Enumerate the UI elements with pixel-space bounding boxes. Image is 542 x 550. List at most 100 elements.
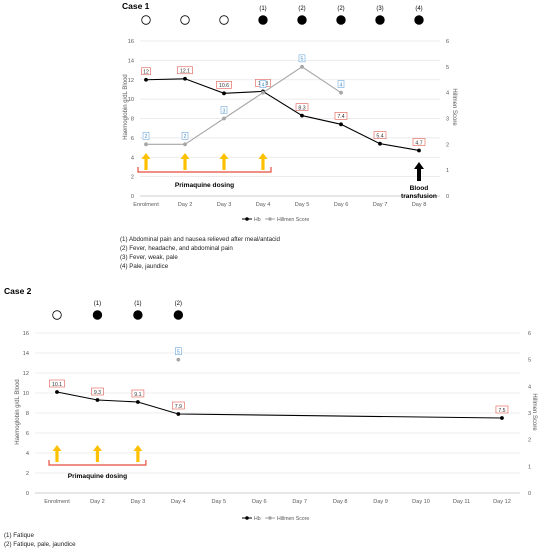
hb-data-label: 10.6 (219, 83, 229, 89)
y-tick-label: 4 (26, 451, 29, 457)
case-1-note-2: (2) Fever, headache, and abdominal pain (120, 245, 233, 252)
hb-line (56, 391, 502, 419)
hillmen-data-label: 4 (340, 82, 343, 88)
legend-hb-label: Hb (254, 217, 261, 223)
y-tick-label: 4 (131, 155, 134, 161)
hillmen-score-point (339, 90, 343, 95)
hb-data-label-box (177, 66, 193, 75)
hillmen-data-label-box (220, 106, 228, 114)
symptom-filled-circle (336, 15, 346, 25)
hillmen-data-label: 2 (184, 134, 187, 140)
dosing-arrow-icon (180, 153, 190, 170)
case-1-note-1: (1) Abdominal pain and nausea relieved a… (120, 236, 281, 243)
legend-hb-label: Hb (254, 516, 261, 522)
hillmen-data-label-box (142, 132, 150, 140)
dosing-arrow-icon (92, 445, 102, 462)
case-2-dosing-bracket (48, 460, 147, 466)
case-1-x-axis-ticks: Enrolment Day 2 Day 3 Day 4 Day 5 Day 6 Day 7 D… (133, 202, 426, 208)
case-1-y-axis-title: Haemoglobin g/dL Blood (123, 74, 129, 140)
x-tick-label: Day 8 (333, 499, 348, 505)
hillmen-score-line (146, 66, 342, 145)
case-1-y2-axis-title: Hillmen Score (451, 88, 457, 126)
transfusion-label-line-1: Blood (410, 185, 429, 192)
symptom-number: (2) (298, 6, 305, 12)
hb-data-label-box (49, 379, 65, 388)
y2-tick-label: 3 (446, 117, 449, 123)
case-1-data-points (144, 64, 421, 153)
hb-point (300, 113, 304, 118)
y2-tick-label: 5 (446, 65, 449, 71)
hillmen-score-point (261, 90, 265, 95)
y2-tick-label: 4 (528, 384, 531, 390)
y2-tick-label: 0 (528, 491, 531, 497)
hb-data-label-box (373, 131, 387, 139)
hillmen-data-label: 5 (301, 57, 304, 63)
case-1-note-3: (3) Fever, weak, pale (120, 254, 178, 261)
y-tick-label: 2 (131, 175, 134, 181)
hb-data-label-box (141, 67, 151, 76)
case-2-x-axis-ticks: Enrolment Day 2 Day 3 Day 4 Day 5 Day 6 Day 7 D… (44, 499, 511, 505)
y-tick-label: 10 (23, 391, 29, 397)
y-tick-label: 16 (23, 331, 29, 337)
transfusion-arrow-icon (414, 162, 424, 181)
x-tick-label: Enrolment (133, 202, 159, 208)
symptom-filled-circle (375, 15, 385, 25)
x-tick-label: Day 11 (453, 499, 470, 505)
case-2-dosing-arrows (52, 445, 143, 462)
case-2-title: Case 2 (4, 286, 32, 296)
case-2-legend: Hb Hillmen Score (242, 516, 309, 522)
hillmen-data-label: 3 (223, 108, 226, 114)
y-tick-label: 16 (128, 39, 134, 45)
y2-tick-label: 5 (528, 358, 531, 364)
hillmen-score-point (300, 64, 304, 69)
hb-data-label: 9.1 (134, 392, 141, 398)
y-tick-label: 0 (131, 194, 134, 200)
dosing-arrow-icon (258, 153, 268, 170)
case-2-data-labels: 10.1 9.3 9.1 7.9 7.5 5 (49, 347, 509, 414)
hb-data-label-box (91, 387, 104, 396)
symptom-number: (4) (415, 6, 422, 12)
case-1-symptom-markers: (1) (2) (2) (3) (4) (141, 6, 424, 25)
hb-point (136, 400, 140, 404)
case-2-dosing-label: Primaquine dosing (68, 473, 127, 480)
case-1-dosing-arrows (141, 153, 268, 170)
hb-data-label: 7.5 (498, 408, 505, 414)
hillmen-score-point (183, 142, 187, 147)
dosing-arrow-icon (219, 153, 229, 170)
dosing-arrow-icon (52, 445, 62, 462)
case-1-notes: (1) Abdominal pain and nausea relieved a… (120, 236, 281, 270)
hillmen-data-label-box (175, 347, 182, 355)
legend-hb-marker (245, 217, 249, 221)
x-tick-label: Day 5 (211, 499, 226, 505)
case-1-right-axis-ticks: 0 1 2 3 4 5 6 (446, 39, 449, 200)
hillmen-score-point (222, 116, 226, 121)
x-tick-label: Day 2 (178, 202, 193, 208)
y2-tick-label: 1 (528, 464, 531, 470)
symptom-number: (1) (259, 6, 266, 12)
x-tick-label: Day 4 (171, 499, 186, 505)
x-tick-label: Day 4 (256, 202, 271, 208)
hb-point (95, 398, 100, 402)
legend-hs-marker (268, 516, 272, 520)
hb-data-label-box (334, 112, 348, 120)
y-tick-label: 14 (128, 58, 134, 64)
case-2-note-2: (2) Fatique, pale, jaundice (4, 541, 76, 548)
y2-tick-label: 3 (528, 411, 531, 417)
case-2-y-axis-title: Haemoglobin g/dL Blood (15, 379, 21, 445)
hb-point (176, 412, 181, 416)
y2-tick-label: 6 (528, 331, 531, 337)
legend-hs-label: Hillmen Score (277, 217, 309, 223)
y-tick-label: 2 (26, 471, 29, 477)
y-tick-label: 8 (131, 117, 134, 123)
hb-point (222, 91, 226, 96)
x-tick-label: Day 8 (412, 202, 427, 208)
case-1-note-4: (4) Pale, jaundice (120, 263, 169, 270)
symptom-open-circle (141, 15, 151, 25)
hb-point (55, 390, 59, 394)
symptom-number: (1) (134, 301, 141, 307)
hb-point (417, 148, 421, 153)
x-tick-label: Day 3 (217, 202, 232, 208)
y2-tick-label: 4 (446, 91, 449, 97)
